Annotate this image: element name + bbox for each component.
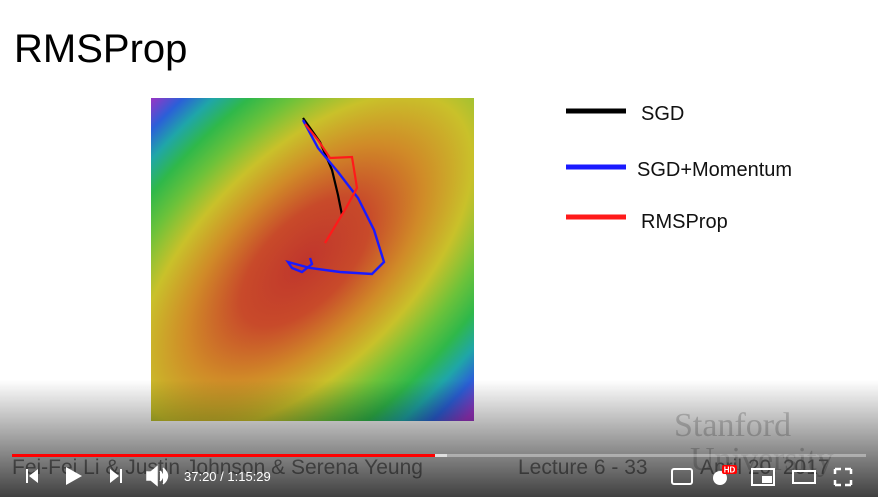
hd-badge-bg (722, 465, 737, 474)
play-button[interactable] (66, 467, 82, 485)
slide-title: RMSProp (14, 27, 187, 71)
miniplayer-button[interactable] (751, 468, 775, 486)
theater-button[interactable] (792, 470, 816, 484)
miniplayer-inner (762, 476, 772, 483)
legend: SGD SGD+Momentum RMSProp (566, 103, 792, 233)
hd-badge: HD (724, 466, 736, 475)
momentum-path (285, 119, 386, 276)
legend-label: SGD+Momentum (637, 159, 792, 181)
progress-played (12, 454, 435, 457)
time-display: 37:20 / 1:15:29 (184, 469, 271, 484)
legend-label: SGD (641, 103, 684, 125)
next-button[interactable] (110, 469, 122, 483)
rmsprop-path (304, 123, 359, 244)
fullscreen-button[interactable] (833, 467, 853, 487)
previous-button[interactable] (26, 469, 38, 483)
legend-label: RMSProp (641, 211, 728, 233)
captions-button[interactable] (671, 468, 693, 485)
volume-button[interactable] (146, 465, 169, 487)
controls: 37:20 / 1:15:29 HD (26, 465, 853, 487)
controls-shade (0, 380, 878, 497)
settings-button[interactable] (713, 471, 727, 485)
loss-surface (151, 98, 474, 421)
